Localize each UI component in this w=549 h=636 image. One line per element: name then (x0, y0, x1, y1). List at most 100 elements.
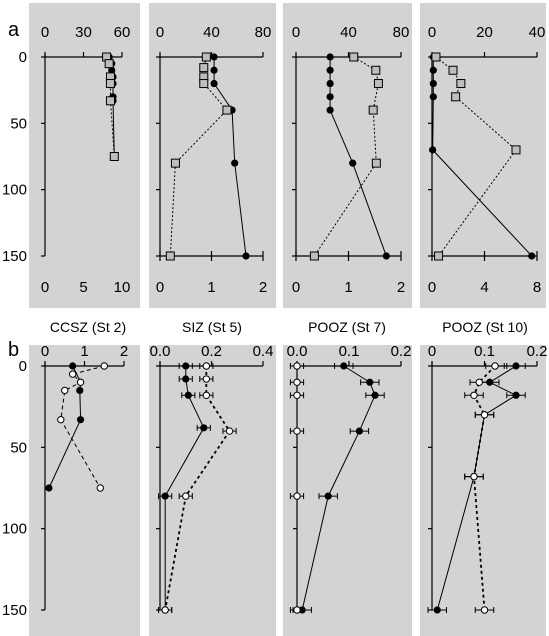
row_b-depth-tick-0: 0 (19, 358, 27, 375)
row-b-panel-1-series-2-point-2 (76, 378, 85, 386)
row-a-panel-1-series-2-point-3 (105, 79, 115, 89)
row-a-panel-1-series-2-point-4 (105, 96, 115, 106)
row-b-panel-2-series-2-point-5 (161, 606, 169, 614)
row-b-panel-2-series-2-point-2 (202, 391, 211, 399)
row-b-panel-4-series-2-point-1 (475, 378, 483, 386)
row-a-panel-2-series-2-point-5 (170, 158, 180, 168)
row-b-panel-4-series-2-point-3 (480, 411, 489, 419)
row-b-panel-4-series-1-point-2 (512, 391, 520, 399)
row-a-panel-1-top-tick-label-1: 30 (75, 24, 92, 41)
row-a-panel-4-series-2-point-0 (431, 52, 441, 62)
plot-layer (41, 52, 538, 614)
row-a-panel-1-bottom-tick-label-0: 0 (41, 279, 49, 296)
row-b-panel-2-series-2-point-0 (202, 362, 211, 370)
row-b-panel-4-series-1-line (436, 365, 518, 611)
row-a-panel-4-series-2-point-4 (511, 145, 521, 155)
row-b-panel-1-series-2-line (60, 365, 105, 489)
row-b-panel-2-series-1-point-2 (184, 391, 192, 399)
row-b-panel-3-series-2-point-4 (293, 492, 301, 500)
row-b-panel-3-series-2-point-5 (293, 606, 301, 614)
row-a-panel-2-series-2-point-4 (222, 105, 232, 115)
row-b-panel-2-top-tick-label-0: 0.0 (150, 343, 171, 360)
row-b-panel-2-series-1-point-0 (182, 362, 190, 370)
text-layer: a b CCSZ (St 2) SIZ (St 5) POOZ (St 7) P… (2, 19, 547, 619)
row-a-panel-4-series-2-point-1 (448, 65, 458, 75)
row-b-panel-1-series-1-point-0 (69, 362, 77, 370)
row-b-panel-1-top-tick-label-1: 1 (80, 343, 88, 360)
panel-letter-a: a (8, 19, 20, 41)
row-a-panel-3-series-1-point-3 (326, 93, 334, 101)
row-b-panel-1-top-tick-label-0: 0 (41, 343, 49, 360)
row-a-panel-2-series-1-point-0 (210, 53, 218, 61)
row-a-panel-bg-2 (149, 3, 276, 308)
row-a-panel-4-bottom-tick-label-1: 4 (480, 279, 488, 296)
row-a-panel-4-top-tick-label-0: 0 (428, 24, 436, 41)
row-a-panel-3-bottom-tick-label-0: 0 (292, 279, 300, 296)
row-a-panel-4-top-tick-label-1: 20 (476, 24, 493, 41)
row-a-panel-1-series-2-point-5 (109, 152, 119, 161)
row-a-panel-4-top-tick-label-2: 40 (529, 24, 546, 41)
row-b-panel-4-series-2-point-5 (480, 606, 489, 614)
row-b-panel-2-top-tick-label-1: 0.2 (201, 343, 222, 360)
row-a-panel-4-series-1-point-5 (528, 252, 536, 260)
row-b-panel-bg-1 (29, 345, 140, 636)
row-b-panel-3-series-1-point-1 (366, 378, 374, 386)
row-a-panel-2-top-tick-label-2: 80 (255, 24, 272, 41)
row-b-panel-2-series-2-point-3 (225, 427, 234, 435)
station-label-pooz-st7: POOZ (St 7) (308, 319, 386, 335)
row-b-panel-4-top-tick-label-0: 0 (428, 343, 436, 360)
row-b-panel-3-series-2-point-2 (293, 391, 301, 399)
row-b-panel-1-series-1-point-2 (76, 386, 84, 394)
row-a-panel-2-series-1-point-5 (242, 252, 250, 260)
row-a-panel-3-series-2-point-3 (368, 105, 378, 115)
row-b-panel-3-top-tick-label-2: 0.2 (391, 343, 412, 360)
row-a-panel-1-bottom-tick-label-2: 10 (114, 279, 131, 296)
row-b-panel-4-series-2-point-0 (491, 362, 499, 370)
row-a-panel-4-bottom-tick-label-2: 8 (533, 279, 541, 296)
row-a-panel-4-series-2-point-5 (434, 251, 444, 261)
row-a-panel-3-series-1-point-2 (326, 79, 334, 88)
row-a-panel-3-bottom-tick-label-1: 1 (344, 279, 352, 296)
row-a-panel-bg-3 (283, 3, 412, 308)
row-a-panel-1-series-2-point-1 (104, 59, 114, 69)
row-b-panel-4-series-2-point-4 (470, 472, 478, 481)
row-b-panel-3-series-1-point-3 (355, 427, 363, 435)
row-b-panel-4-series-2-point-2 (470, 391, 478, 399)
row-a-panel-3-series-2-point-2 (373, 79, 383, 89)
row-a-panel-3-top-tick-label-0: 0 (292, 24, 300, 41)
row-b-panel-bg-3 (283, 345, 412, 636)
row-b-panel-3-series-1-point-2 (371, 391, 379, 399)
row_b-depth-tick-50: 50 (10, 439, 27, 456)
row-a-panel-1-top-tick-label-2: 60 (114, 24, 131, 41)
row-b-panel-1-series-2-point-0 (100, 362, 108, 370)
row_a-depth-tick-50: 50 (10, 115, 27, 132)
row-b-panel-1-series-2-point-4 (57, 415, 65, 424)
row-a-panel-3-series-1-point-0 (326, 53, 334, 61)
row-a-panel-4-series-1-point-3 (429, 93, 437, 101)
row-b-panel-2-series-1-point-3 (200, 424, 208, 432)
row-a-panel-1-bottom-tick-label-1: 5 (79, 279, 87, 296)
row-a-panel-3-top-tick-label-1: 40 (340, 24, 357, 41)
row-a-panel-2-series-2-point-6 (165, 251, 175, 261)
row_a-depth-tick-150: 150 (2, 248, 27, 265)
row-a-panel-3-series-1-point-4 (326, 106, 334, 114)
row-a-panel-3-bottom-tick-label-2: 2 (397, 279, 405, 296)
row-b-panel-1-series-2-point-5 (96, 484, 105, 492)
row-b-panel-1-series-1-point-3 (76, 416, 85, 424)
row-b-panel-2-series-2-point-1 (202, 375, 211, 383)
row-a-panel-2-series-1-point-1 (210, 66, 218, 74)
row-a-panel-2-series-2-point-0 (201, 52, 211, 62)
row-b-panel-3-series-2-point-1 (293, 378, 301, 386)
row-b-panel-4-series-1-point-1 (486, 378, 494, 386)
row-a-panel-3-series-1-point-1 (326, 66, 334, 74)
row-b-panel-bg-4 (420, 345, 546, 636)
row-a-panel-3-series-2-point-1 (371, 65, 381, 75)
row-b-panel-3-series-1-line (301, 365, 376, 611)
row-b-panel-2-top-tick-label-2: 0.4 (253, 343, 274, 360)
row-a-panel-3-series-2-point-0 (349, 52, 359, 62)
row-a-panel-bg-4 (420, 3, 546, 308)
row-b-panel-3-series-2-point-3 (293, 427, 301, 435)
row-a-panel-2-series-2-point-3 (199, 79, 209, 89)
row-b-panel-4-top-tick-label-1: 0.1 (474, 343, 495, 360)
